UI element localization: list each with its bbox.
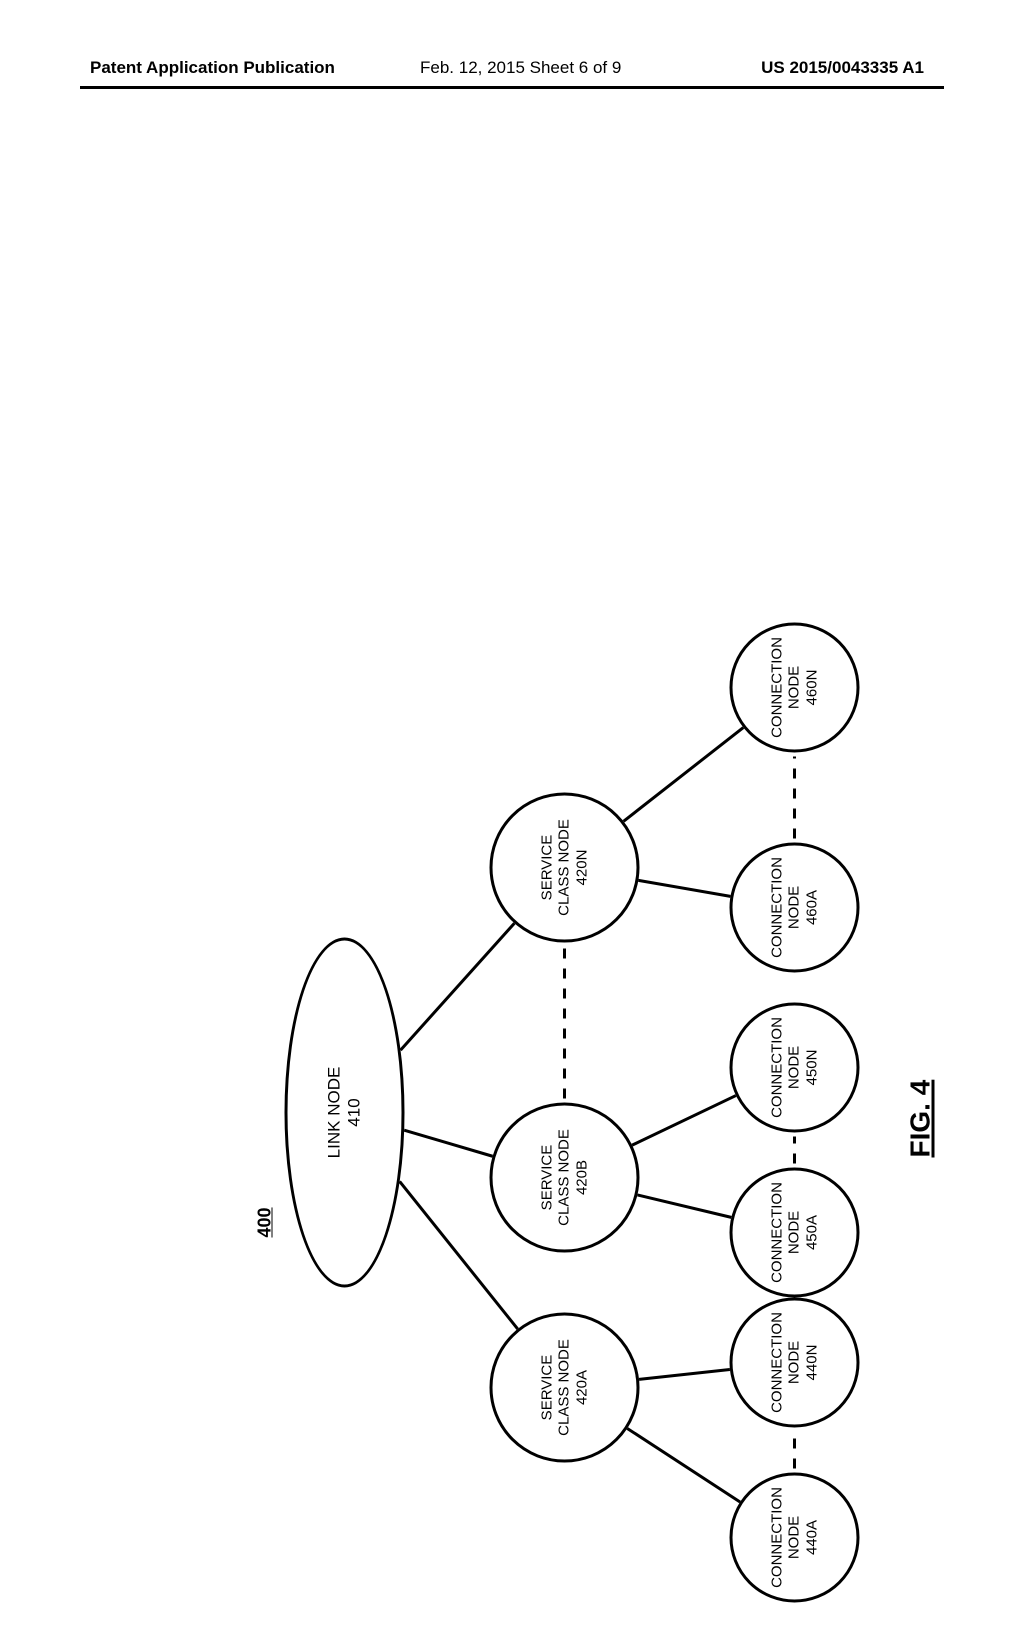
figure-reference-number: 400	[255, 1207, 276, 1237]
node-label: CONNECTIONNODE450A	[767, 1180, 823, 1285]
node-sc_a: SERVICECLASS NODE420A	[490, 1313, 640, 1463]
figure-4-diagram: 400 FIG. 4 LINK NODE410SERVICECLASS NODE…	[595, 588, 955, 1113]
node-link: LINK NODE410	[285, 938, 405, 1288]
node-sc_b: SERVICECLASS NODE420B	[490, 1103, 640, 1253]
node-label: CONNECTIONNODE460N	[767, 635, 823, 740]
node-c450a: CONNECTIONNODE450A	[730, 1168, 860, 1298]
node-c460a: CONNECTIONNODE460A	[730, 843, 860, 973]
node-label: LINK NODE410	[323, 1065, 366, 1161]
node-c440a: CONNECTIONNODE440A	[730, 1473, 860, 1603]
page-header: Patent Application Publication Feb. 12, …	[0, 58, 1024, 88]
node-label: CONNECTIONNODE440A	[767, 1485, 823, 1590]
node-label: SERVICECLASS NODE420N	[537, 817, 593, 918]
node-c460n: CONNECTIONNODE460N	[730, 623, 860, 753]
node-label: CONNECTIONNODE440N	[767, 1310, 823, 1415]
node-label: SERVICECLASS NODE420B	[537, 1127, 593, 1228]
node-c440n: CONNECTIONNODE440N	[730, 1298, 860, 1428]
node-c450n: CONNECTIONNODE450N	[730, 1003, 860, 1133]
node-label: CONNECTIONNODE450N	[767, 1015, 823, 1120]
page: Patent Application Publication Feb. 12, …	[0, 0, 1024, 1320]
node-label: CONNECTIONNODE460A	[767, 855, 823, 960]
figure-label: FIG. 4	[905, 1080, 937, 1158]
node-sc_n: SERVICECLASS NODE420N	[490, 793, 640, 943]
header-rule	[80, 86, 944, 89]
header-pub-number: US 2015/0043335 A1	[761, 58, 924, 78]
header-date-sheet: Feb. 12, 2015 Sheet 6 of 9	[420, 58, 621, 78]
node-label: SERVICECLASS NODE420A	[537, 1337, 593, 1438]
header-publication: Patent Application Publication	[90, 58, 335, 78]
